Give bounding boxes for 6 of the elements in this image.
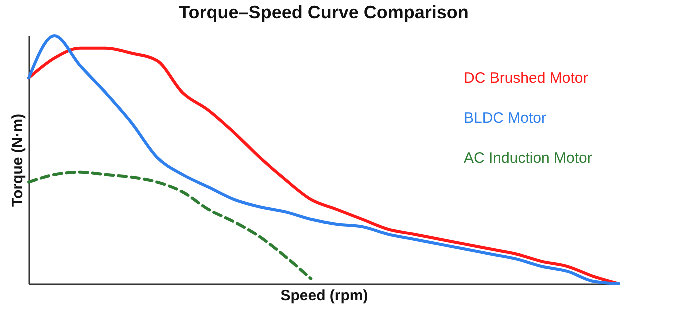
text: DC Brushed Motor: [464, 70, 588, 87]
y-axis-title: Torque (N·m): [10, 114, 26, 208]
chart-title: Torque–Speed Curve Comparison: [179, 2, 469, 22]
text: BLDC Motor: [464, 110, 547, 127]
text: AC Induction Motor: [464, 150, 592, 167]
x-axis-title: Speed (rpm): [280, 288, 368, 304]
